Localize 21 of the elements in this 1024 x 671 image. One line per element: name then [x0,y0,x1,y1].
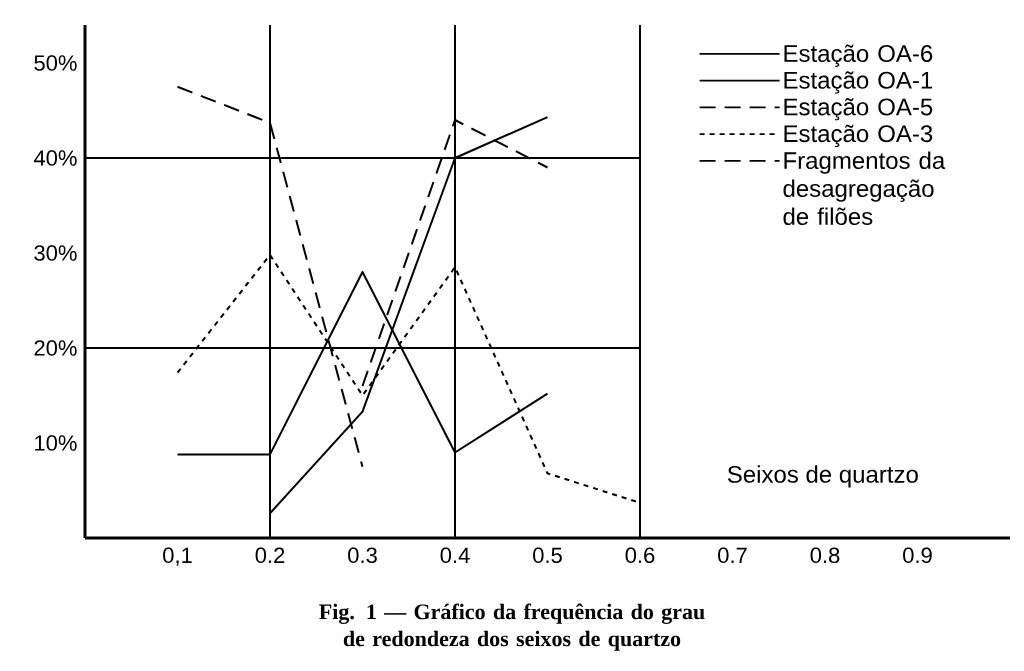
y-tick-label: 50% [34,55,77,71]
y-tick-label: 10% [35,435,77,451]
y-tick-label: 40% [33,150,77,166]
x-tick-label: 0.9 [903,547,932,564]
x-tick-label: 0.6 [625,547,655,564]
x-tick-label: 0.7 [718,547,747,564]
text: Fig. 1 — Gráfico da frequência do grau de redondeza dos seixos de quartzo [319,603,705,651]
x-tick-label: 0.2 [255,547,285,564]
x-tick-label: 0.4 [440,547,470,564]
x-tick-label: 0.8 [810,547,840,564]
legend-label: Estação OA-6 [784,44,933,67]
legend-label: Estação OA-1 [784,71,933,94]
x-tick-label: 0,1 [163,547,192,566]
y-tick-label: 30% [34,245,77,261]
legend-label: Estação OA-5 [784,98,933,121]
legend-label: Estação OA-3 [784,124,933,148]
legend-label: Fragmentos da desagregação de filões [783,151,946,226]
x-tick-label: 0.3 [348,547,377,564]
x-tick-label: 0.5 [533,547,562,564]
y-tick-label: 20% [34,340,77,356]
annotation: Seixos de quartzo [727,465,918,488]
